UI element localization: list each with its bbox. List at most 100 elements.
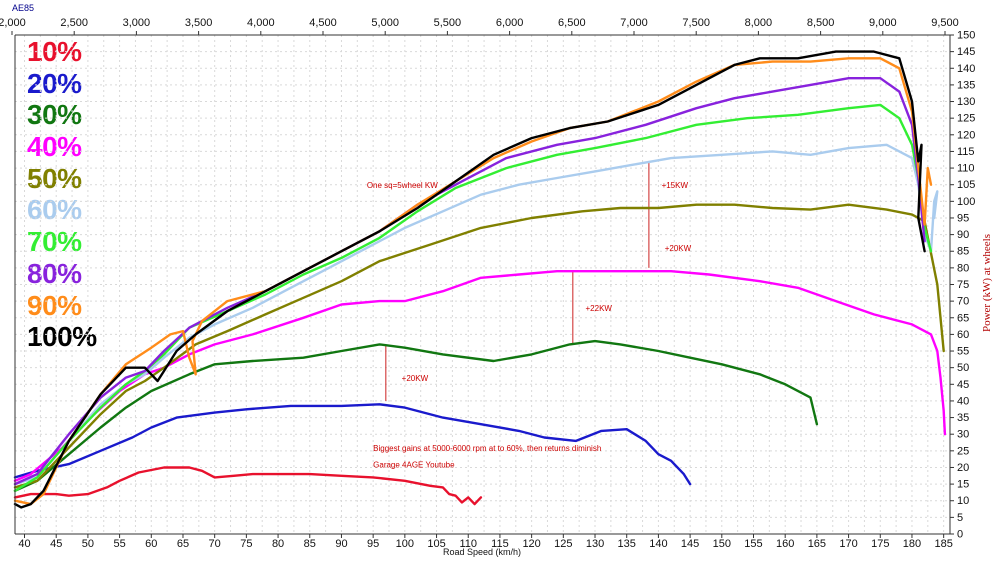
x-tick-label: 155 — [744, 538, 762, 550]
y-tick-label: 50 — [957, 362, 969, 374]
y-tick-label: 130 — [957, 96, 975, 108]
chart-title: AE85 — [12, 3, 34, 13]
annotation-text: Biggest gains at 5000-6000 rpm at to 60%… — [373, 444, 601, 453]
y-tick-label: 70 — [957, 296, 969, 308]
legend-item-70pct: 70% — [27, 226, 82, 258]
x-tick-label: 95 — [367, 538, 379, 550]
y-tick-label: 135 — [957, 79, 975, 91]
x-tick-label: 180 — [903, 538, 921, 550]
y-tick-label: 15 — [957, 479, 969, 491]
annotation-text: One sq=5wheel KW — [367, 181, 438, 190]
rpm-tick-label: 5,500 — [434, 17, 462, 29]
x-tick-label: 185 — [934, 538, 952, 550]
y-tick-label: 30 — [957, 429, 969, 441]
y-tick-label: 85 — [957, 246, 969, 258]
grid — [15, 34, 950, 535]
rpm-tick-label: 9,000 — [869, 17, 897, 29]
rpm-tick-label: 3,500 — [185, 17, 213, 29]
legend-item-100pct: 100% — [27, 321, 97, 353]
x-tick-label: 90 — [335, 538, 347, 550]
rpm-tick-label: 4,500 — [309, 17, 337, 29]
x-tick-label: 140 — [649, 538, 667, 550]
rpm-tick-label: 5,000 — [371, 17, 399, 29]
series-line-70pct — [13, 103, 933, 492]
series-line-10pct — [13, 466, 483, 506]
legend-item-80pct: 80% — [27, 257, 82, 289]
annotations: One sq=5wheel KW +15KW +20KW +22KW +20KW Bigg… — [367, 181, 692, 469]
y-tick-label: 0 — [957, 529, 963, 541]
series-line-100pct — [13, 50, 926, 509]
rpm-tick-label: 2,000 — [0, 17, 26, 29]
x-tick-label: 65 — [177, 538, 189, 550]
x-tick-label: 125 — [554, 538, 572, 550]
y-tick-label: 60 — [957, 329, 969, 341]
rpm-tick-label: 8,500 — [807, 17, 835, 29]
series-line-30pct — [13, 339, 819, 492]
annotation-text: +22KW — [586, 304, 613, 313]
series-line-90pct — [13, 57, 933, 506]
y-axis-title: Power (kW) at wheels — [981, 234, 993, 332]
y-tick-label: 40 — [957, 395, 969, 407]
legend-item-20pct: 20% — [27, 67, 82, 99]
y-tick-label: 90 — [957, 229, 969, 241]
x-tick-label: 170 — [839, 538, 857, 550]
x-tick-label: 145 — [681, 538, 699, 550]
x-tick-label: 105 — [427, 538, 445, 550]
y-tick-label: 65 — [957, 312, 969, 324]
annotation-text: +20KW — [665, 244, 692, 253]
y-tick-label: 20 — [957, 462, 969, 474]
y-tick-label: 120 — [957, 129, 975, 141]
y-tick-label: 145 — [957, 46, 975, 58]
x-tick-label: 150 — [713, 538, 731, 550]
x-tick-label: 80 — [272, 538, 284, 550]
annotation-text: +15KW — [662, 181, 689, 190]
annotation-text: +20KW — [402, 374, 429, 383]
series-line-80pct — [13, 77, 926, 486]
y-tick-label: 125 — [957, 113, 975, 125]
y-tick-label: 150 — [957, 30, 975, 42]
legend: 10% 20% 30% 40% 50% 60% 70% 80% 90% 100% — [27, 36, 97, 353]
y-tick-label: 5 — [957, 512, 963, 524]
rpm-tick-label: 7,000 — [620, 17, 648, 29]
y-tick-label: 35 — [957, 412, 969, 424]
x-tick-label: 160 — [776, 538, 794, 550]
x-tick-label: 165 — [808, 538, 826, 550]
x-tick-label: 60 — [145, 538, 157, 550]
y-tick-label: 95 — [957, 212, 969, 224]
rpm-tick-label: 3,000 — [123, 17, 151, 29]
rpm-tick-label: 7,500 — [682, 17, 710, 29]
x-tick-label: 175 — [871, 538, 889, 550]
series-line-20pct — [13, 403, 692, 486]
x-tick-label: 55 — [113, 538, 125, 550]
x-tick-label: 100 — [396, 538, 414, 550]
x-tick-label: 135 — [618, 538, 636, 550]
x-tick-label: 110 — [459, 538, 477, 550]
x-tick-label: 45 — [50, 538, 62, 550]
x-tick-label: 130 — [586, 538, 604, 550]
y-tick-label: 10 — [957, 495, 969, 507]
x-tick-label: 70 — [209, 538, 221, 550]
gain-markers — [385, 161, 650, 401]
x-tick-label: 75 — [240, 538, 252, 550]
rpm-tick-label: 9,500 — [931, 17, 959, 29]
legend-item-60pct: 60% — [27, 194, 82, 226]
y-tick-label: 105 — [957, 179, 975, 191]
rpm-tick-label: 8,000 — [745, 17, 773, 29]
y-tick-label: 75 — [957, 279, 969, 291]
x-tick-label: 50 — [82, 538, 94, 550]
x-tick-label: 40 — [18, 538, 30, 550]
annotation-text: Garage 4AGE Youtube — [373, 460, 455, 469]
series-line-60pct — [13, 143, 939, 486]
rpm-tick-label: 2,500 — [60, 17, 88, 29]
x-axis-title: Road Speed (km/h) — [443, 547, 521, 557]
y-tick-label: 45 — [957, 379, 969, 391]
legend-item-30pct: 30% — [27, 99, 82, 131]
series-group — [13, 50, 947, 509]
rpm-tick-label: 6,000 — [496, 17, 524, 29]
legend-item-90pct: 90% — [27, 289, 82, 321]
y-tick-label: 100 — [957, 196, 975, 208]
axes: 40 45 50 55 60 65 70 75 80 85 90 95 100 105 110 115 120 1… — [0, 17, 975, 550]
y-tick-label: 110 — [957, 163, 975, 175]
x-tick-label: 115 — [491, 538, 509, 550]
